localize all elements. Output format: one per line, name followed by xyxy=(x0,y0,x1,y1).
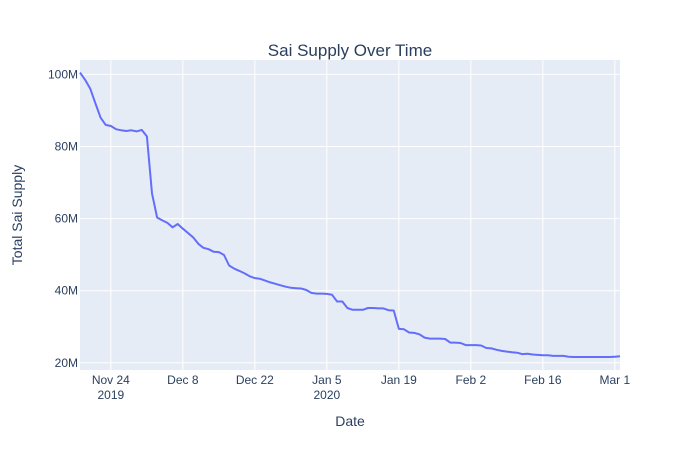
x-tick-year-label: 2019 xyxy=(98,388,125,402)
chart-title: Sai Supply Over Time xyxy=(268,41,432,60)
x-tick-label: Mar 1 xyxy=(600,373,631,387)
y-tick-label: 20M xyxy=(55,356,78,370)
x-gridlines xyxy=(110,60,616,370)
x-tick-label: Dec 22 xyxy=(236,373,274,387)
series-line xyxy=(79,72,621,358)
y-gridlines xyxy=(80,73,620,364)
x-tick-label: Jan 5 xyxy=(312,373,342,387)
y-tick-label: 100M xyxy=(48,67,78,81)
x-tick-label: Jan 19 xyxy=(381,373,417,387)
y-tick-label: 80M xyxy=(55,140,78,154)
x-tick-label: Feb 2 xyxy=(456,373,487,387)
y-axis-title: Total Sai Supply xyxy=(9,165,25,265)
x-tick-year-label: 2020 xyxy=(314,388,341,402)
plot-area xyxy=(80,60,620,370)
x-tick-label: Dec 8 xyxy=(167,373,199,387)
y-tick-label: 40M xyxy=(55,284,78,298)
x-tick-label: Feb 16 xyxy=(524,373,562,387)
x-tick-label: Nov 24 xyxy=(92,373,130,387)
x-axis-title: Date xyxy=(335,413,365,429)
y-tick-labels: 20M 40M 60M 80M 100M xyxy=(48,67,78,369)
y-tick-label: 60M xyxy=(55,212,78,226)
